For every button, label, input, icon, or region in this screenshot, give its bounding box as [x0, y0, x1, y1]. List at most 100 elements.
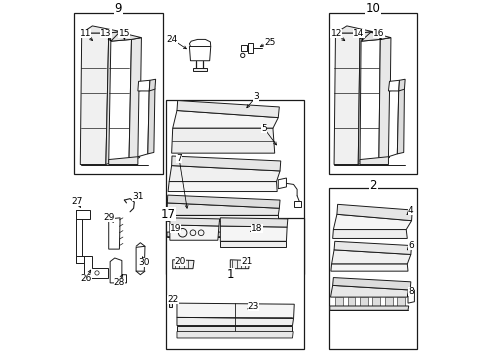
Polygon shape: [169, 225, 219, 240]
Polygon shape: [171, 128, 274, 153]
Polygon shape: [397, 297, 405, 307]
Polygon shape: [202, 221, 210, 232]
Polygon shape: [330, 285, 409, 297]
Polygon shape: [387, 89, 398, 157]
Text: 2: 2: [368, 179, 376, 192]
Polygon shape: [167, 203, 279, 215]
Polygon shape: [111, 32, 141, 41]
Polygon shape: [108, 218, 120, 249]
Polygon shape: [138, 89, 149, 157]
Text: 5: 5: [261, 124, 266, 133]
Polygon shape: [167, 232, 279, 237]
Polygon shape: [220, 241, 286, 247]
Polygon shape: [347, 297, 355, 307]
Polygon shape: [108, 39, 131, 162]
Polygon shape: [177, 100, 279, 118]
Text: 9: 9: [114, 2, 122, 15]
Text: 29: 29: [103, 213, 114, 222]
Text: 31: 31: [132, 192, 143, 201]
Text: 1: 1: [226, 268, 234, 281]
Polygon shape: [177, 325, 292, 332]
Polygon shape: [359, 39, 380, 162]
Polygon shape: [173, 221, 182, 232]
Text: 14: 14: [352, 29, 364, 38]
Text: 7: 7: [176, 154, 182, 163]
Text: 27: 27: [72, 197, 83, 206]
Polygon shape: [230, 260, 249, 269]
Polygon shape: [241, 45, 247, 51]
Polygon shape: [110, 258, 126, 283]
Polygon shape: [189, 46, 210, 61]
Polygon shape: [168, 181, 277, 192]
Polygon shape: [398, 79, 405, 91]
Polygon shape: [76, 210, 81, 263]
Text: 25: 25: [264, 38, 275, 47]
Polygon shape: [187, 221, 196, 232]
Polygon shape: [237, 221, 246, 232]
Polygon shape: [333, 214, 411, 230]
Polygon shape: [387, 80, 399, 91]
Polygon shape: [329, 306, 408, 310]
Text: 18: 18: [251, 224, 262, 233]
Polygon shape: [147, 89, 155, 154]
Polygon shape: [359, 297, 367, 307]
Polygon shape: [397, 89, 404, 154]
Polygon shape: [336, 204, 411, 221]
Text: 19: 19: [169, 224, 181, 233]
Polygon shape: [407, 290, 413, 303]
Polygon shape: [169, 302, 172, 307]
Polygon shape: [136, 246, 144, 271]
Bar: [328, 13, 416, 175]
Polygon shape: [220, 218, 287, 227]
Text: 23: 23: [247, 302, 259, 311]
Text: 16: 16: [372, 29, 384, 38]
Polygon shape: [172, 111, 278, 128]
Polygon shape: [358, 32, 372, 165]
Polygon shape: [172, 260, 194, 269]
Polygon shape: [177, 332, 293, 338]
Polygon shape: [360, 32, 390, 41]
Polygon shape: [278, 178, 286, 189]
Text: 13: 13: [100, 29, 111, 38]
Polygon shape: [83, 256, 107, 278]
Polygon shape: [330, 264, 407, 271]
Polygon shape: [247, 43, 252, 53]
Polygon shape: [168, 297, 172, 303]
Bar: [165, 100, 304, 274]
Polygon shape: [177, 318, 293, 325]
Polygon shape: [193, 68, 206, 71]
Text: 24: 24: [166, 35, 178, 44]
Bar: [328, 188, 416, 349]
Polygon shape: [332, 278, 410, 290]
Polygon shape: [265, 221, 274, 232]
Polygon shape: [359, 157, 387, 165]
Bar: [165, 218, 304, 349]
Text: 21: 21: [241, 257, 252, 266]
Text: 30: 30: [138, 258, 150, 267]
Polygon shape: [332, 230, 407, 238]
Text: 10: 10: [365, 2, 380, 15]
Polygon shape: [255, 221, 264, 232]
Text: 28: 28: [114, 278, 125, 287]
Polygon shape: [167, 195, 280, 208]
Polygon shape: [219, 221, 228, 232]
Text: 12: 12: [330, 29, 341, 38]
Polygon shape: [76, 210, 90, 219]
Polygon shape: [220, 226, 286, 241]
Bar: [74, 13, 163, 175]
Polygon shape: [293, 201, 301, 207]
Text: 11: 11: [80, 29, 91, 38]
Polygon shape: [169, 166, 280, 181]
Polygon shape: [106, 32, 121, 165]
Polygon shape: [80, 33, 108, 165]
Polygon shape: [171, 156, 280, 171]
Polygon shape: [108, 157, 138, 165]
Polygon shape: [384, 297, 392, 307]
Text: 6: 6: [407, 241, 413, 250]
Polygon shape: [378, 38, 390, 162]
Text: 26: 26: [81, 274, 92, 283]
Polygon shape: [333, 33, 359, 165]
Polygon shape: [331, 250, 410, 264]
Polygon shape: [177, 303, 294, 319]
Polygon shape: [169, 218, 219, 226]
